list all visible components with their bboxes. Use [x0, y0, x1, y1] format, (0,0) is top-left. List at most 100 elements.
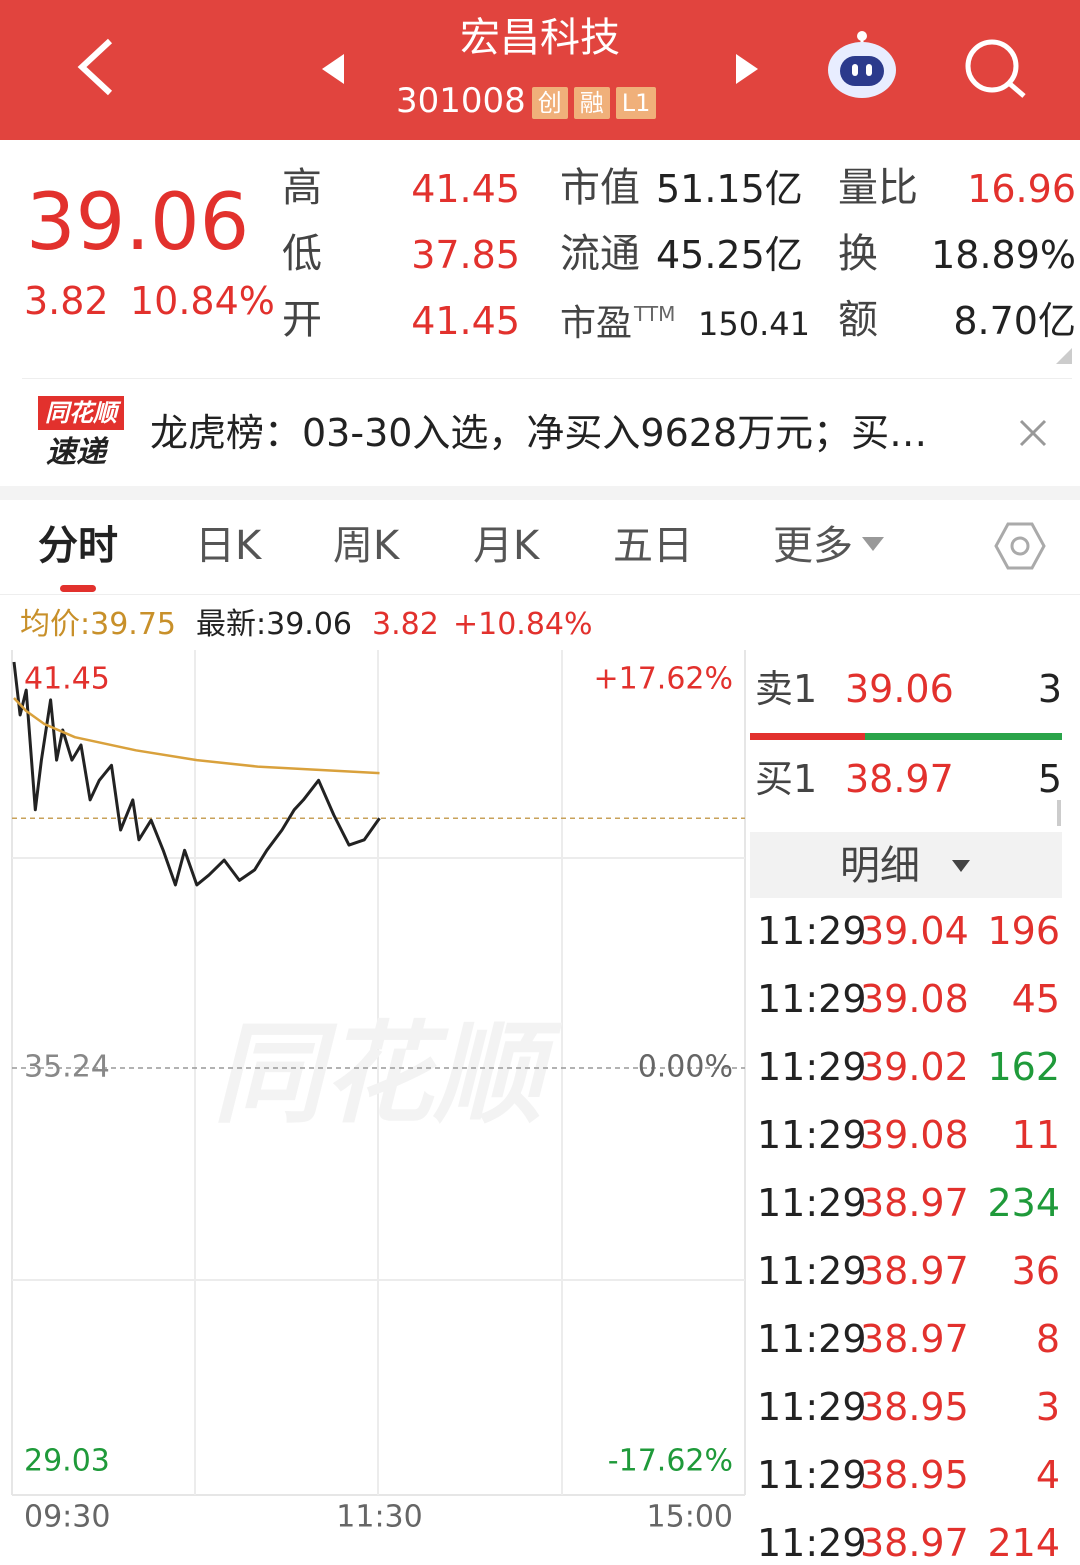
- tick-price: 39.02: [860, 1045, 969, 1089]
- stat-label-sup: TTM: [634, 302, 676, 326]
- stat-value: 41.45: [411, 167, 520, 211]
- tab[interactable]: 周K: [333, 523, 400, 569]
- book-price: 39.06: [845, 667, 954, 711]
- stat-value: 8.70亿: [953, 299, 1076, 343]
- intraday-chart: 同花顺 29.03 35.24 41.45 -17.62% 0.00% +17.62% 09:…: [11, 650, 746, 1535]
- stat-value: 150.41: [698, 305, 810, 343]
- stat-label: 市盈: [560, 303, 633, 344]
- tick-price: 38.97: [860, 1317, 969, 1361]
- avg-price: 均价:39.75: [20, 607, 176, 642]
- stat-value: 37.85: [411, 233, 520, 277]
- tick-volume: 36: [1011, 1249, 1060, 1293]
- stat-value: 51.15亿: [656, 167, 803, 211]
- tick-price: 38.97: [860, 1181, 969, 1225]
- badge: L1: [615, 86, 657, 119]
- divider: [22, 378, 1072, 379]
- spacer-band: [0, 486, 1080, 500]
- book-label: 买1: [755, 757, 818, 801]
- tick-price: 39.04: [860, 909, 969, 953]
- news-logo-bottom: 速递: [46, 435, 106, 470]
- book-volume: 5: [1037, 757, 1062, 801]
- y-tick-label: 35.24: [24, 1050, 110, 1085]
- search-button[interactable]: [962, 36, 1030, 100]
- stock-code-line: 301008 创融 L1: [396, 81, 657, 121]
- tick-price: 39.08: [860, 977, 969, 1021]
- price-line: [13, 697, 380, 775]
- tab[interactable]: 月K: [473, 523, 540, 569]
- tick-volume: 11: [1011, 1113, 1060, 1157]
- tab-indicator: [60, 585, 96, 592]
- book-label: 卖1: [755, 667, 818, 711]
- settings-button[interactable]: [994, 520, 1046, 572]
- stat-label: 低: [282, 231, 322, 277]
- tick-volume: 3: [1035, 1385, 1060, 1429]
- stat-value: 18.89%: [931, 233, 1076, 277]
- tick-time: 11:29: [757, 1453, 867, 1497]
- watermark: 同花顺: [213, 1010, 563, 1138]
- stat-value: 45.25亿: [656, 233, 803, 277]
- change-pct: 10.84%: [130, 279, 275, 323]
- stat-label: 高: [282, 165, 322, 211]
- tick-time: 11:29: [757, 1385, 867, 1429]
- tab[interactable]: 日K: [195, 523, 262, 569]
- tick-time: 11:29: [757, 977, 867, 1021]
- stock-name: 宏昌科技: [460, 15, 620, 61]
- tick-time: 11:29: [757, 1181, 867, 1225]
- x-tick-label: 09:30: [24, 1500, 110, 1535]
- news-logo-top: 同花顺: [38, 396, 124, 430]
- expand-corner[interactable]: [1054, 346, 1074, 366]
- tick-volume: 196: [987, 909, 1060, 953]
- stat-label: 换: [838, 231, 878, 277]
- tab[interactable]: 五日: [613, 523, 693, 569]
- x-tick-label: 11:30: [336, 1500, 422, 1535]
- x-tick-label: 15:00: [647, 1500, 733, 1535]
- buy-bar: [865, 733, 1062, 740]
- tick-price: 39.08: [860, 1113, 969, 1157]
- tick-price: 38.97: [860, 1521, 969, 1565]
- y-tick-label: 29.03: [24, 1444, 110, 1479]
- stat-label: 额: [838, 297, 878, 343]
- price-line: [12, 661, 381, 887]
- tick-time: 11:29: [757, 1113, 867, 1157]
- book-price: 38.97: [845, 757, 954, 801]
- stock-code: 301008: [396, 81, 526, 121]
- price: 39.06: [26, 178, 250, 268]
- scroll-indicator: [1057, 800, 1061, 826]
- divider: [0, 594, 1080, 595]
- badge: 创: [531, 86, 568, 119]
- tick-time: 11:29: [757, 1045, 867, 1089]
- y2-tick-label: -17.62%: [608, 1444, 733, 1479]
- detail-title: 明细: [840, 843, 920, 889]
- news-text[interactable]: 龙虎榜：03-30入选，净买入9628万元；买…: [150, 411, 928, 455]
- tick-volume: 214: [987, 1521, 1060, 1565]
- change: 3.82: [24, 279, 109, 323]
- close-news[interactable]: [1018, 418, 1048, 448]
- badge: 融: [573, 86, 610, 119]
- tick-volume: 4: [1035, 1453, 1060, 1497]
- stat-label: 流通: [560, 231, 640, 277]
- detail-header[interactable]: [750, 832, 1062, 898]
- stat-label: 开: [282, 297, 322, 343]
- header: 宏昌科技 301008 创融 L1: [0, 0, 1080, 140]
- detail-arrow: [952, 860, 970, 872]
- tick-volume: 234: [987, 1181, 1060, 1225]
- info-change-pct: +10.84%: [453, 607, 593, 642]
- robot-icon[interactable]: [824, 28, 902, 104]
- book-volume: 3: [1037, 667, 1062, 711]
- latest-price: 最新:39.06: [196, 607, 352, 642]
- y2-tick-label: +17.62%: [593, 662, 733, 697]
- more-arrow[interactable]: [860, 534, 886, 554]
- tick-price: 38.97: [860, 1249, 969, 1293]
- sell-bar: [750, 733, 865, 740]
- tick-time: 11:29: [757, 1249, 867, 1293]
- next-stock[interactable]: [732, 52, 762, 86]
- tick-volume: 8: [1035, 1317, 1060, 1361]
- tab[interactable]: 分时: [38, 523, 118, 569]
- prev-stock[interactable]: [318, 52, 348, 86]
- tick-price: 38.95: [860, 1453, 969, 1497]
- tab[interactable]: 更多: [773, 523, 853, 569]
- back-button[interactable]: [70, 35, 120, 99]
- tick-volume: 162: [987, 1045, 1060, 1089]
- info-change: 3.82: [372, 607, 439, 642]
